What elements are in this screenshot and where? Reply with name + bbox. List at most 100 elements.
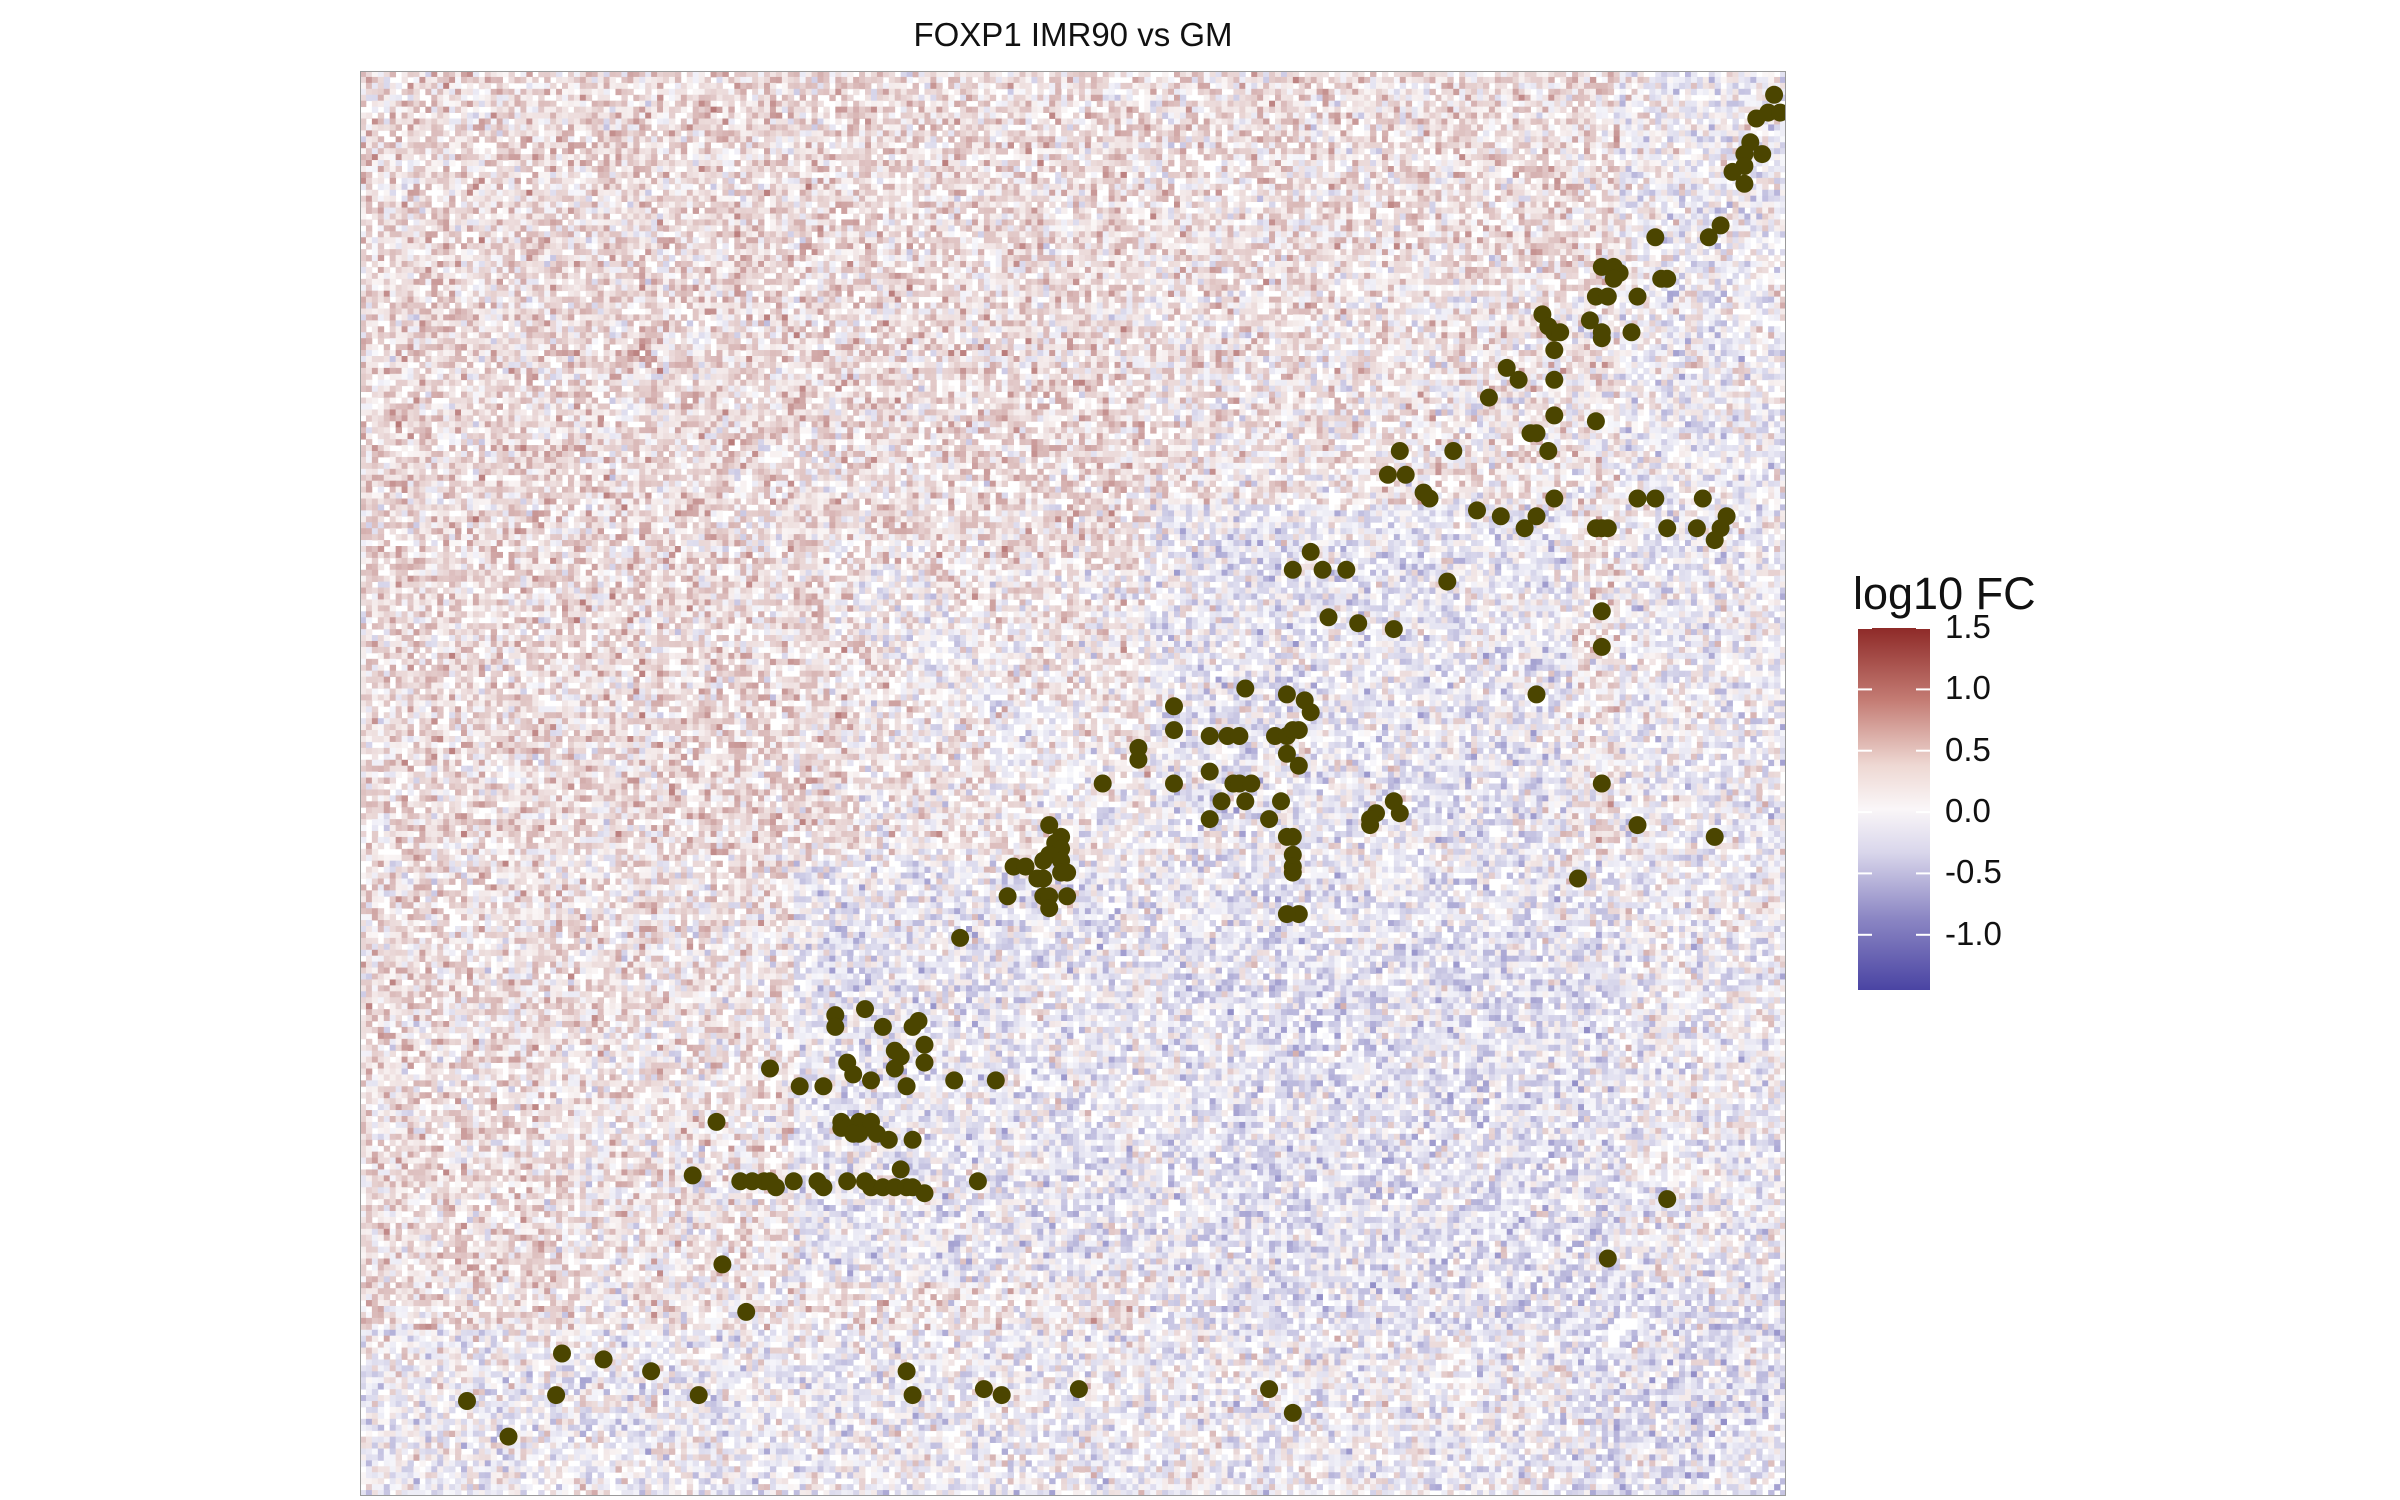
interaction-point: [1236, 792, 1255, 811]
interaction-point: [713, 1255, 732, 1274]
interaction-point: [1711, 216, 1730, 235]
interaction-point: [1301, 703, 1320, 722]
interaction-point: [1646, 228, 1665, 247]
interaction-point: [826, 1017, 845, 1036]
interaction-point: [1592, 637, 1611, 656]
interaction-point: [915, 1184, 934, 1203]
interaction-point: [1569, 869, 1587, 888]
interaction-point: [1699, 228, 1718, 247]
interaction-point: [1165, 721, 1183, 740]
interaction-point: [1289, 756, 1308, 775]
interaction-point: [1771, 103, 1786, 122]
interaction-point: [1586, 412, 1605, 431]
interaction-point: [1272, 792, 1290, 811]
interaction-point: [1735, 174, 1754, 193]
interaction-point: [1765, 85, 1784, 104]
interaction-point: [1058, 863, 1077, 882]
interaction-point: [1753, 145, 1772, 164]
interaction-point: [784, 1172, 803, 1191]
interaction-point: [1592, 329, 1611, 348]
interaction-point: [1693, 489, 1712, 508]
interaction-point: [1687, 519, 1706, 538]
interaction-point: [1604, 269, 1623, 288]
plot-border: [360, 71, 1786, 1496]
interaction-point: [992, 1386, 1011, 1405]
interaction-point: [986, 1071, 1005, 1090]
interaction-point: [1747, 109, 1766, 128]
interaction-point: [766, 1178, 785, 1197]
interaction-point: [642, 1362, 661, 1381]
interaction-point: [1236, 679, 1255, 698]
interaction-point: [707, 1112, 726, 1131]
interaction-point: [1527, 424, 1546, 443]
interaction-point: [1592, 774, 1611, 793]
interaction-point: [968, 1172, 987, 1191]
legend-tick-label: -0.5: [1945, 853, 2002, 891]
interaction-point: [1034, 851, 1053, 870]
interaction-point: [1283, 863, 1302, 882]
interaction-point: [1301, 542, 1320, 561]
interaction-point: [1034, 869, 1053, 888]
interaction-point: [1658, 269, 1677, 288]
interaction-point: [1242, 774, 1261, 793]
interaction-point: [1628, 489, 1647, 508]
legend-tick-label: 0.0: [1945, 792, 1991, 830]
interaction-point: [547, 1386, 566, 1405]
interaction-point: [814, 1077, 833, 1096]
interaction-point: [856, 1000, 874, 1019]
interaction-point: [844, 1065, 863, 1084]
interaction-point: [1527, 685, 1546, 704]
interaction-point: [1705, 531, 1724, 550]
legend-colorbar: [1858, 628, 1930, 990]
interaction-point: [945, 1071, 964, 1090]
chart-title: FOXP1 IMR90 vs GM: [360, 16, 1786, 54]
interaction-point: [683, 1166, 702, 1185]
interaction-point: [1069, 1380, 1088, 1399]
interaction-point: [1592, 602, 1611, 621]
legend-tick-label: -1.0: [1945, 915, 2002, 953]
interaction-point: [891, 1160, 910, 1179]
interaction-point: [1598, 287, 1617, 306]
interaction-point: [1539, 442, 1558, 460]
legend-tick-label: 0.5: [1945, 731, 1991, 769]
interaction-point: [1200, 727, 1219, 745]
interaction-point: [998, 887, 1017, 906]
interaction-point: [737, 1302, 756, 1321]
interaction-point: [885, 1059, 904, 1078]
interaction-point: [903, 1386, 922, 1405]
interaction-point: [1289, 721, 1308, 740]
interaction-point: [1277, 905, 1296, 924]
color-legend: log10 FC 1.5 1.0 0.5 0.0 -0.5 -1.0: [1853, 568, 2113, 998]
interaction-point: [1509, 370, 1528, 389]
interaction-point: [1628, 287, 1647, 306]
interaction-point: [1468, 501, 1486, 520]
interaction-point: [897, 1362, 916, 1381]
interaction-point: [1390, 804, 1409, 823]
interaction-point: [1545, 370, 1564, 389]
interaction-point: [1479, 388, 1498, 407]
interaction-point: [1491, 507, 1510, 526]
interaction-point: [1384, 620, 1403, 639]
interaction-point: [1378, 465, 1397, 484]
interaction-point: [761, 1059, 779, 1078]
interaction-point: [873, 1017, 892, 1036]
interaction-point: [1723, 162, 1742, 181]
interaction-point: [594, 1350, 613, 1369]
interaction-point: [1545, 406, 1564, 425]
interaction-point: [1658, 1190, 1677, 1209]
interaction-point: [1283, 1403, 1302, 1422]
interaction-point: [1260, 1380, 1279, 1399]
interaction-point: [903, 1130, 922, 1149]
interaction-point: [1277, 744, 1296, 763]
interaction-point: [1545, 341, 1564, 360]
interaction-point: [1040, 816, 1059, 835]
interaction-point: [1420, 489, 1439, 508]
interaction-point: [790, 1077, 809, 1096]
significant-points: [458, 85, 1786, 1446]
interaction-point: [1497, 358, 1516, 377]
legend-title: log10 FC: [1853, 568, 2036, 620]
interaction-point: [1717, 507, 1736, 526]
interaction-point: [1093, 774, 1112, 793]
interaction-point: [1319, 608, 1338, 627]
interaction-point: [1444, 442, 1463, 460]
